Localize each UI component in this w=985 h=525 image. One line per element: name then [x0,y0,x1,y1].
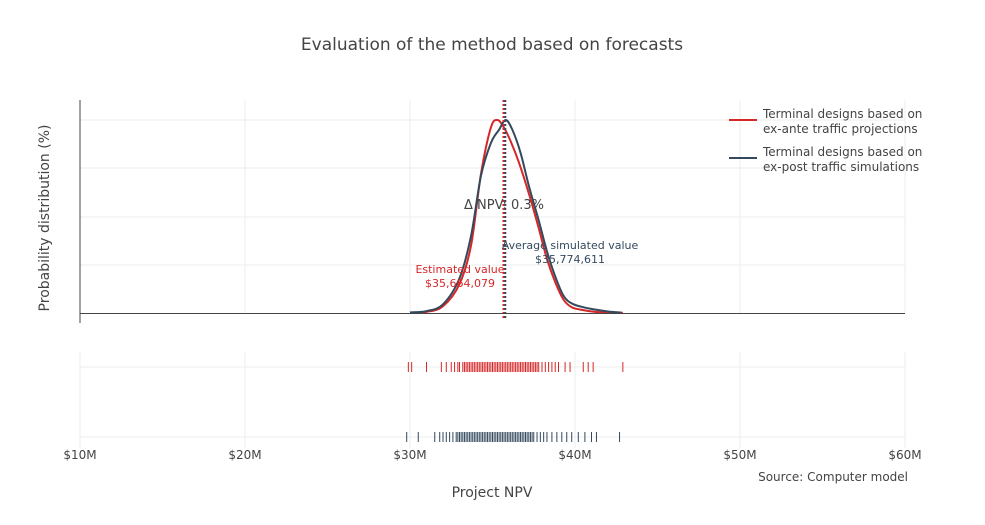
annotations: Δ NPV: 0.3% Estimated value $35,664,079Ave… [415,198,638,290]
chart-title: Evaluation of the method based on foreca… [301,35,683,55]
x-tick-label: $30M [393,448,426,462]
rug-plot [406,362,624,442]
mean-lines [502,100,507,320]
delta-npv-annotation: Δ NPV: 0.3% [464,198,544,213]
y-axis-title: Probability distribution (%) [37,125,53,312]
x-tick-label: $20M [228,448,261,462]
x-tick-label: $40M [558,448,591,462]
ex-post-density-line [409,118,622,314]
legend-label: ex-ante traffic projections [763,122,918,136]
ex-ante-density-line [409,118,623,314]
density-lines [409,118,623,314]
legend-label: Terminal designs based on [762,107,922,121]
x-tick-label: $60M [888,448,921,462]
legend-label: ex-post traffic simulations [763,160,919,174]
axes [79,100,905,323]
average-simulated-value-annotation: Average simulated value $35,774,611 [502,239,639,266]
x-axis-title: Project NPV [452,485,533,501]
x-tick-labels: $10M $20M $30M $40M $50M $60M [63,448,921,462]
estimated-value-annotation: Estimated value $35,664,079 [415,263,504,290]
source-note: Source: Computer model [758,470,908,484]
x-tick-label: $50M [723,448,756,462]
legend-label: Terminal designs based on [762,145,922,159]
x-tick-label: $10M [63,448,96,462]
